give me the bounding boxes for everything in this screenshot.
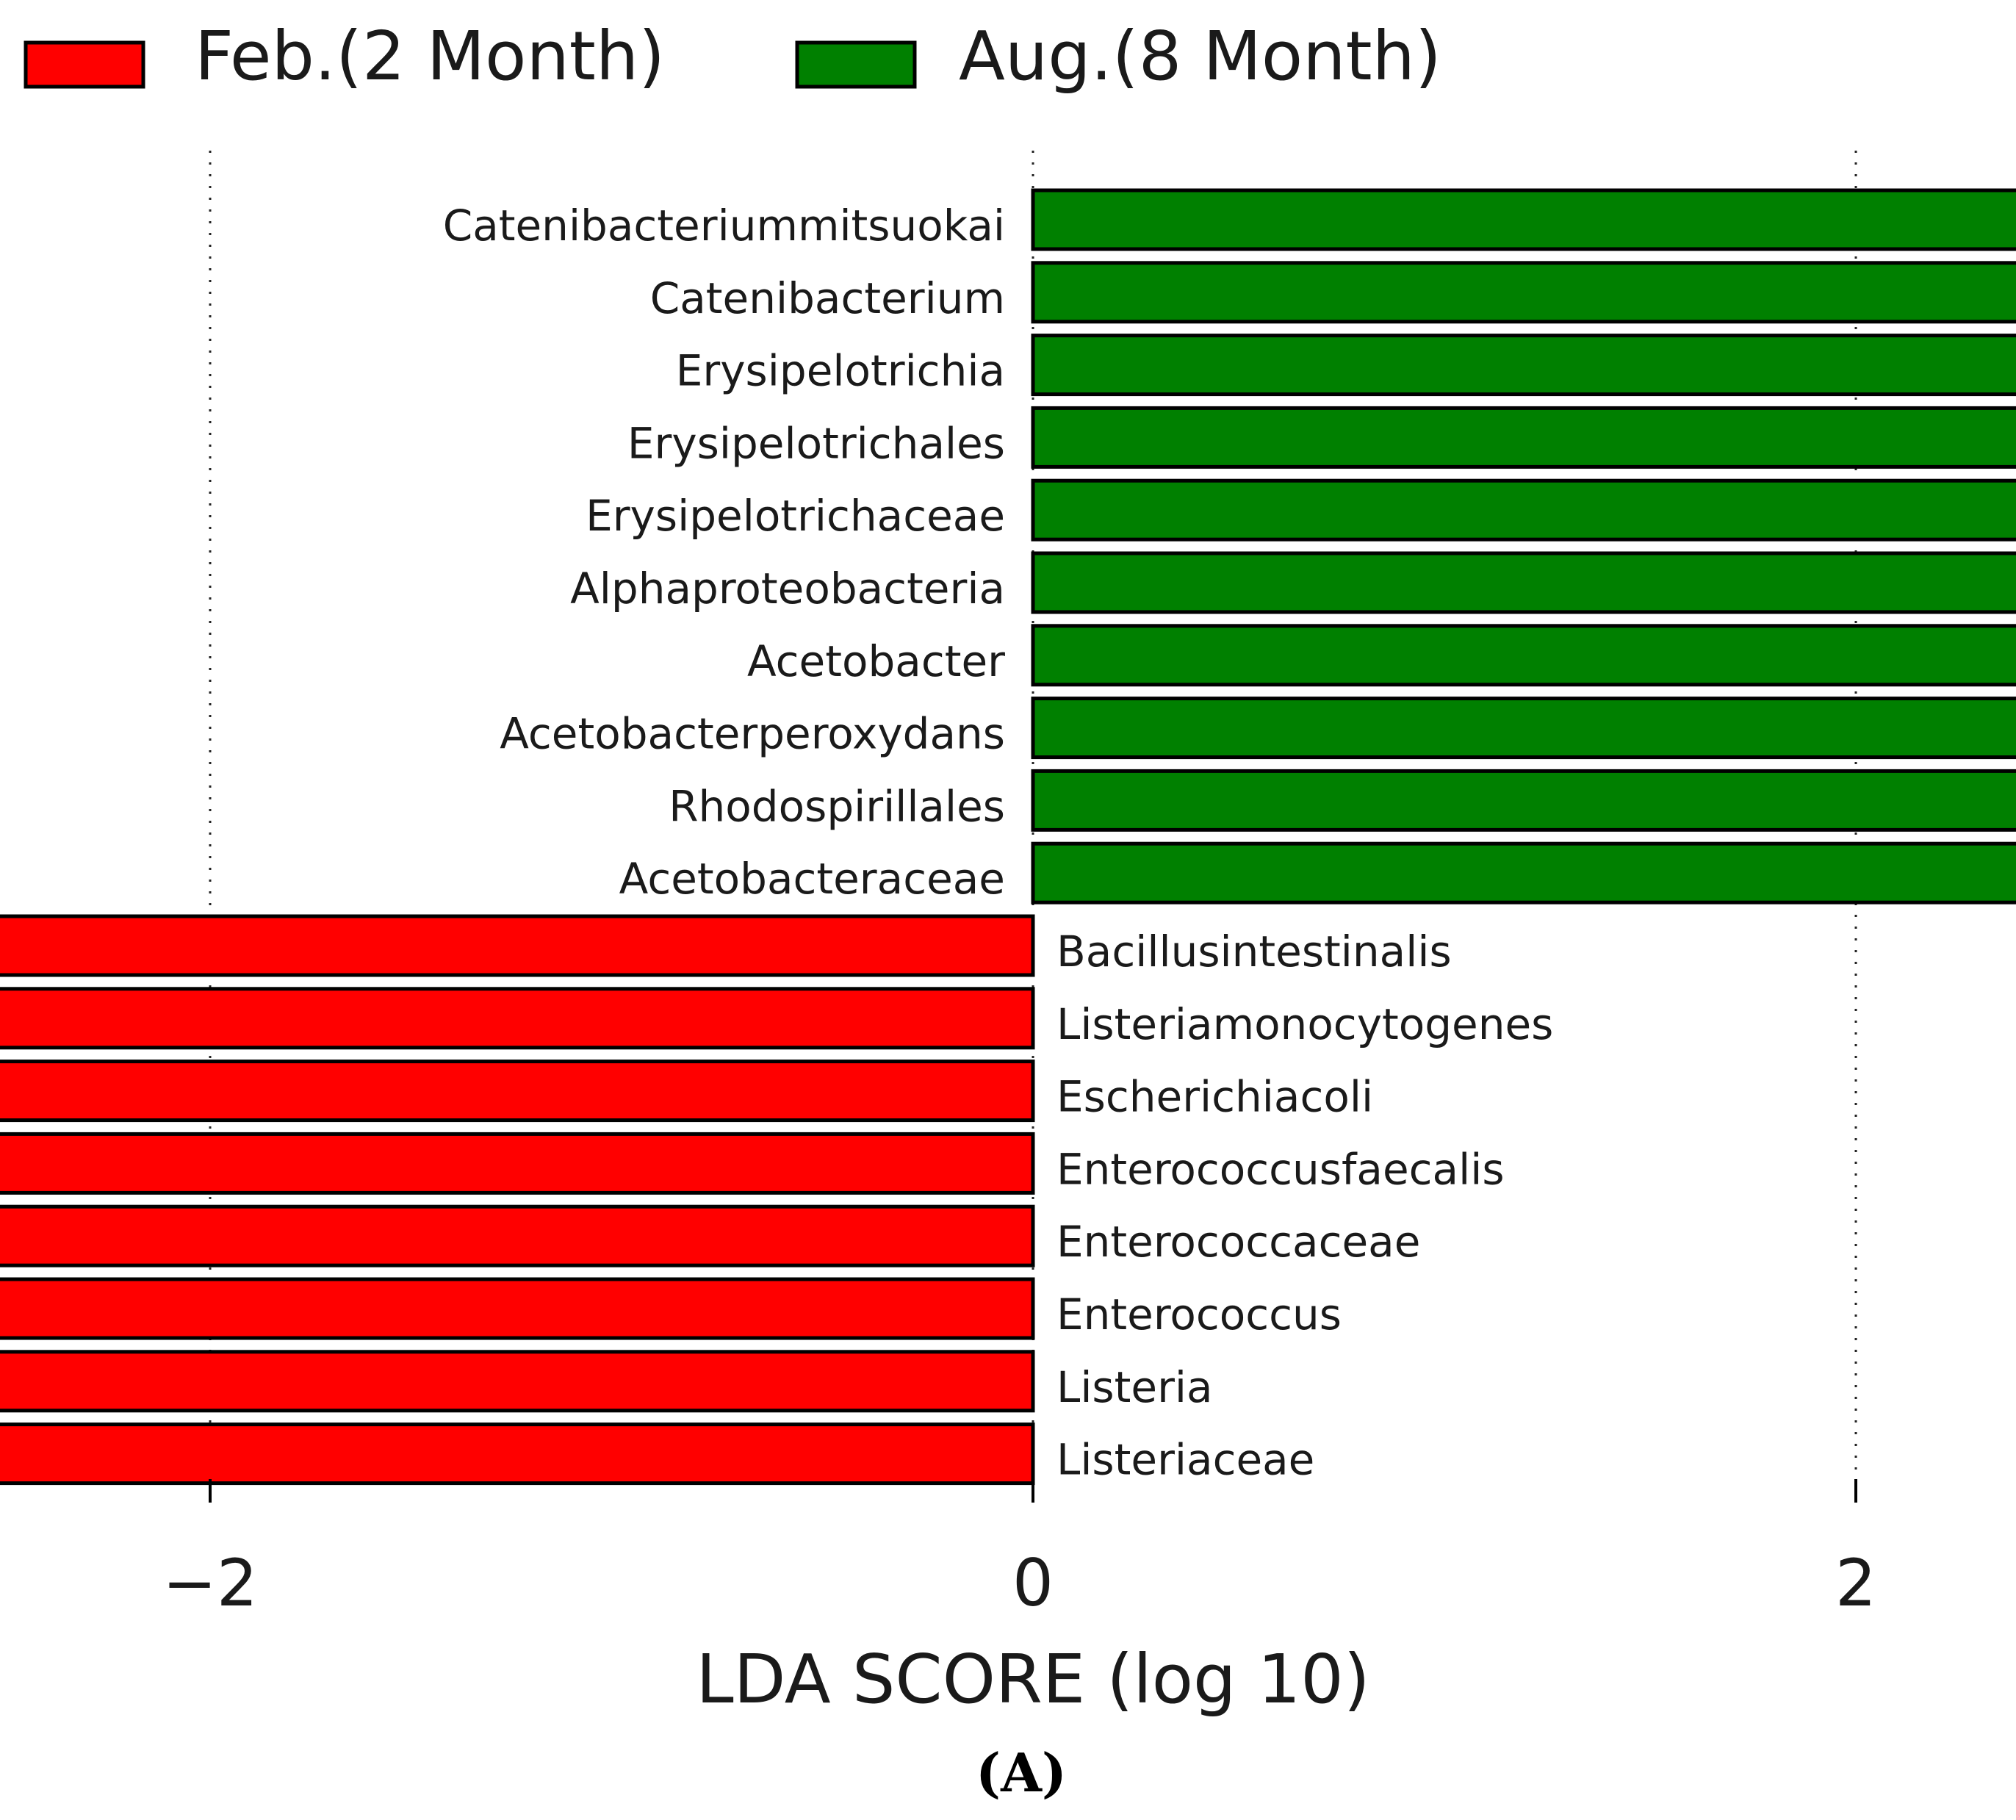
bar-catenibacteriummitsuokai [1031,188,2016,251]
bar-label-acetobacteraceae: Acetobacteraceae [619,854,1005,904]
bar-label-enterococcusfaecalis: Enterococcusfaecalis [1056,1144,1505,1194]
bar-bacillusintestinalis [0,914,1035,977]
legend-swatch-feb [24,40,145,89]
bar-alphaproteobacteria [1031,551,2016,614]
legend-label-feb: Feb.(2 Month) [195,17,665,96]
bar-label-rhodospirillales: Rhodospirillales [669,781,1005,831]
x-tick-label-2: 0 [1012,1545,1054,1621]
legend: Feb.(2 Month) Aug.(8 Month) [24,17,1441,96]
x-tick-label-3: 2 [1835,1545,1876,1621]
bar-enterococcaceae [0,1204,1035,1267]
bar-rhodospirillales [1031,769,2016,832]
bar-labels-layer: Catenibacteriummitsuokai Catenibacterium E… [443,201,1554,1485]
bar-label-alphaproteobacteria: Alphaproteobacteria [570,564,1005,614]
bar-escherichiacoli [0,1060,1035,1123]
bar-label-catenibacteriummitsuokai: Catenibacteriummitsuokai [443,201,1005,251]
bar-acetobacterperoxydans [1031,697,2016,760]
bar-label-listeria: Listeria [1056,1362,1213,1412]
legend-label-aug: Aug.(8 Month) [959,17,1441,96]
x-axis: −4−2024 [162,1479,1876,1621]
bar-acetobacter [1031,624,2016,687]
legend-swatch-aug [795,40,917,89]
x-tick-label-1: −2 [162,1545,258,1621]
bar-erysipelotrichaceae [1031,478,2016,542]
bar-label-enterococcus: Enterococcus [1056,1290,1342,1339]
bar-listeriamonocytogenes [0,987,1035,1050]
bar-erysipelotrichales [1031,406,2016,469]
bar-label-catenibacterium: Catenibacterium [650,273,1005,323]
bar-erysipelotrichia [1031,334,2016,397]
bar-label-acetobacter: Acetobacter [747,636,1005,686]
bar-acetobacteraceae [1031,841,2016,904]
bar-label-acetobacterperoxydans: Acetobacterperoxydans [500,709,1005,759]
bar-label-listeriamonocytogenes: Listeriamonocytogenes [1056,999,1553,1049]
bar-enterococcusfaecalis [0,1132,1035,1195]
bar-enterococcus [0,1277,1035,1340]
bar-label-erysipelotrichales: Erysipelotrichales [627,418,1005,468]
bar-label-escherichiacoli: Escherichiacoli [1056,1072,1373,1122]
bar-label-listeriaceae: Listeriaceae [1056,1435,1314,1485]
panel-label: (A) [976,1741,1067,1804]
bar-label-erysipelotrichaceae: Erysipelotrichaceae [586,491,1005,541]
bar-label-bacillusintestinalis: Bacillusintestinalis [1056,927,1452,976]
bar-label-enterococcaceae: Enterococcaceae [1056,1217,1420,1267]
bar-label-erysipelotrichia: Erysipelotrichia [676,346,1005,396]
bar-listeriaceae [0,1422,1035,1486]
x-axis-title: LDA SCORE (log 10) [696,1640,1369,1719]
bar-catenibacterium [1031,261,2016,324]
bar-listeria [0,1350,1035,1413]
bars-layer [0,188,2016,1486]
